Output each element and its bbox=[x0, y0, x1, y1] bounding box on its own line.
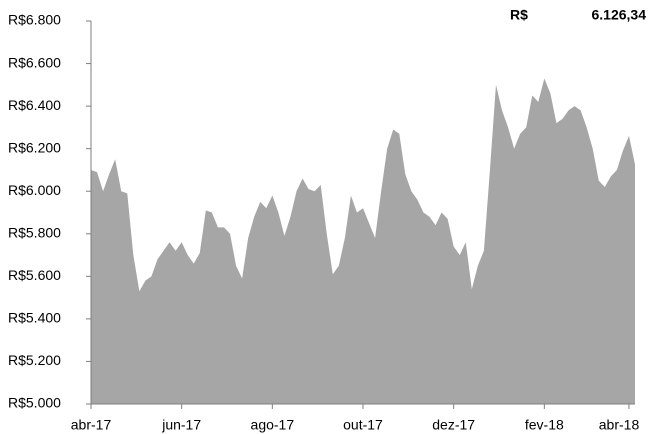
x-tick-label: abr-18 bbox=[599, 417, 640, 433]
annotation-value: 6.126,34 bbox=[592, 7, 647, 23]
x-tick-label: dez-17 bbox=[432, 417, 475, 433]
y-tick-label: R$6.200 bbox=[8, 139, 61, 155]
x-tick-label: ago-17 bbox=[251, 417, 295, 433]
x-tick-label: out-17 bbox=[343, 417, 383, 433]
y-tick-label: R$5.400 bbox=[8, 310, 61, 326]
x-tick-label: jun-17 bbox=[161, 417, 201, 433]
y-tick-label: R$5.000 bbox=[8, 395, 61, 411]
y-tick-label: R$5.200 bbox=[8, 352, 61, 368]
annotation-currency: R$ bbox=[510, 7, 528, 23]
y-tick-label: R$6.600 bbox=[8, 54, 61, 70]
y-tick-label: R$6.800 bbox=[8, 12, 61, 28]
y-tick-label: R$6.400 bbox=[8, 97, 61, 113]
x-tick-label: fev-18 bbox=[525, 417, 564, 433]
y-tick-label: R$5.600 bbox=[8, 267, 61, 283]
y-tick-label: R$6.000 bbox=[8, 182, 61, 198]
area bbox=[91, 78, 635, 404]
x-tick-label: abr-17 bbox=[71, 417, 112, 433]
y-tick-label: R$5.800 bbox=[8, 224, 61, 240]
